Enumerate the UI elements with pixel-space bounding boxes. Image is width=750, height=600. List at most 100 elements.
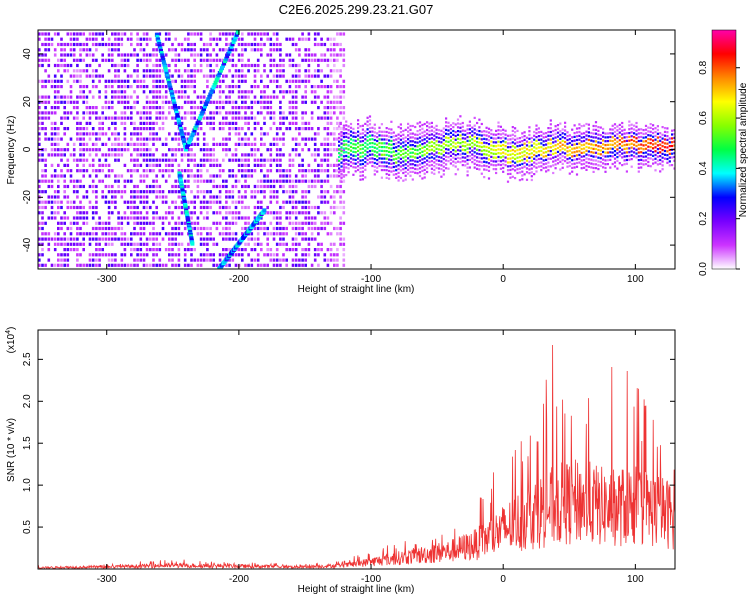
- heatmap-cell: [69, 205, 73, 210]
- heatmap-cell: [85, 142, 89, 146]
- heatmap-cell: [618, 135, 621, 138]
- heatmap-cell: [136, 127, 139, 131]
- heatmap-cell: [98, 258, 101, 262]
- heatmap-cell: [298, 85, 301, 89]
- heatmap-cell: [38, 132, 41, 136]
- heatmap-cell: [454, 150, 457, 153]
- heatmap-cell: [231, 211, 235, 215]
- heatmap-cell: [60, 85, 63, 89]
- heatmap-cell: [164, 142, 168, 146]
- heatmap-cell: [476, 160, 479, 163]
- heatmap-cell: [495, 171, 498, 175]
- heatmap-cell: [183, 116, 187, 120]
- heatmap-cell: [152, 158, 155, 162]
- heatmap-cell: [98, 95, 101, 99]
- heatmap-cell: [506, 142, 510, 145]
- heatmap-cell: [402, 179, 405, 182]
- heatmap-cell: [91, 169, 95, 173]
- heatmap-cell: [342, 263, 346, 267]
- heatmap-cell: [155, 248, 158, 252]
- heatmap-cell: [437, 133, 441, 136]
- heatmap-cell: [228, 42, 231, 47]
- heatmap-cell: [50, 148, 54, 152]
- heatmap-cell: [611, 143, 614, 146]
- heatmap-cell: [294, 121, 298, 125]
- heatmap-cell: [585, 149, 588, 152]
- heatmap-cell: [82, 32, 85, 36]
- heatmap-cell: [107, 127, 111, 131]
- heatmap-cell: [225, 232, 228, 236]
- heatmap-cell: [53, 48, 57, 52]
- heatmap-cell: [388, 158, 391, 161]
- heatmap-cell: [310, 169, 314, 173]
- heatmap-cell: [399, 142, 402, 145]
- heatmap-cell: [145, 248, 149, 252]
- heatmap-cell: [72, 106, 76, 110]
- heatmap-cell: [237, 90, 241, 94]
- heatmap-cell: [142, 258, 146, 262]
- heatmap-cell: [272, 74, 276, 78]
- heatmap-cell: [630, 158, 633, 161]
- heatmap-cell: [301, 232, 304, 236]
- heatmap-cell: [187, 42, 190, 47]
- heatmap-cell: [291, 111, 295, 115]
- heatmap-cell: [437, 136, 441, 139]
- heatmap-cell: [215, 58, 219, 62]
- heatmap-cell: [373, 169, 376, 172]
- heatmap-cell: [556, 158, 560, 161]
- heatmap-cell: [101, 169, 104, 173]
- heatmap-cell: [139, 232, 143, 236]
- heatmap-cell: [174, 110, 179, 115]
- heatmap-cell: [206, 58, 209, 62]
- heatmap-cell: [459, 161, 462, 164]
- heatmap-cell: [228, 237, 231, 241]
- heatmap-cell: [145, 58, 149, 62]
- heatmap-cell: [130, 242, 133, 246]
- heatmap-cell: [272, 211, 276, 215]
- heatmap-cell: [182, 142, 187, 147]
- heatmap-cell: [250, 232, 254, 236]
- heatmap-cell: [180, 95, 184, 99]
- heatmap-cell: [575, 154, 579, 157]
- heatmap-cell: [231, 74, 235, 78]
- heatmap-cell: [111, 48, 114, 52]
- heatmap-cell: [294, 153, 298, 157]
- heatmap-cell: [212, 163, 215, 167]
- heatmap-cell: [38, 221, 41, 225]
- heatmap-cell: [291, 226, 295, 231]
- heatmap-cell: [145, 100, 149, 104]
- heatmap-cell: [212, 142, 215, 146]
- heatmap-cell: [279, 179, 282, 183]
- heatmap-cell: [212, 116, 215, 120]
- heatmap-cell: [139, 258, 143, 262]
- heatmap-cell: [199, 121, 203, 125]
- heatmap-cell: [79, 179, 82, 183]
- heatmap-cell: [323, 253, 327, 257]
- heatmap-cell: [82, 248, 85, 252]
- heatmap-cell: [76, 205, 79, 210]
- heatmap-cell: [294, 79, 298, 83]
- heatmap-cell: [171, 263, 174, 267]
- heatmap-cell: [578, 134, 581, 137]
- heatmap-cell: [107, 79, 111, 83]
- heatmap-cell: [260, 90, 263, 94]
- heatmap-cell: [310, 58, 314, 62]
- heatmap-cell: [244, 90, 247, 94]
- heatmap-cell: [237, 169, 241, 173]
- heatmap-cell: [126, 179, 130, 183]
- heatmap-cell: [307, 137, 311, 141]
- heatmap-cell: [329, 74, 333, 78]
- heatmap-cell: [294, 74, 298, 78]
- heatmap-cell: [354, 151, 357, 154]
- heatmap-cell: [409, 167, 412, 170]
- heatmap-cell: [430, 171, 433, 174]
- heatmap-cell: [525, 178, 529, 181]
- heatmap-cell: [82, 169, 85, 173]
- heatmap-cell: [291, 148, 295, 152]
- heatmap-cell: [53, 153, 57, 157]
- heatmap-cell: [578, 157, 581, 160]
- heatmap-cell: [50, 85, 54, 89]
- heatmap-cell: [468, 139, 471, 142]
- heatmap-cell: [554, 144, 557, 147]
- heatmap-cell: [101, 42, 104, 47]
